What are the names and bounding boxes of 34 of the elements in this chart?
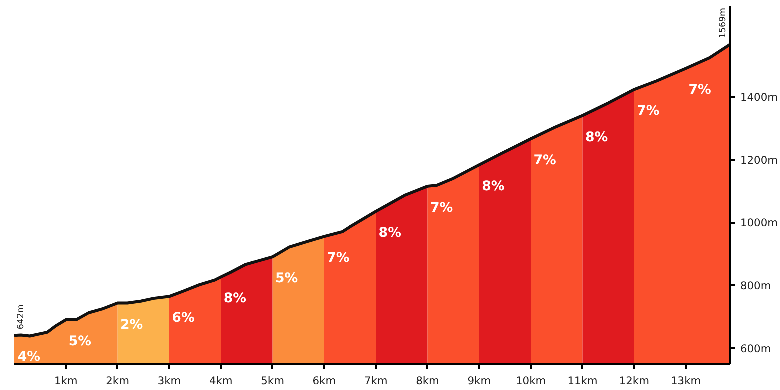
x-tick-label: 12km (619, 374, 650, 388)
y-tick-label: 1400m (740, 91, 778, 104)
x-tick-label: 2km (106, 374, 130, 388)
annotation: 7% (430, 200, 454, 216)
annotation: 2% (120, 318, 144, 333)
annotation: 7% (327, 251, 350, 266)
annotation: 5% (275, 272, 298, 287)
y-tick-label: 600m (740, 342, 772, 356)
y-tick-label: 1200m (740, 154, 778, 167)
x-tick-label: 3km (158, 374, 182, 388)
annotation: 7% (637, 104, 660, 120)
annotation: 1569m (718, 8, 728, 38)
annotation: 8% (482, 180, 505, 195)
annotation: 7% (534, 154, 556, 169)
annotation: 8% (585, 130, 608, 146)
x-tick-label: 6km (312, 374, 336, 388)
annotation: 5% (68, 334, 92, 350)
x-tick-label: 10km (516, 374, 546, 388)
y-tick-label: 1000m (740, 216, 778, 230)
annotation: 642m (16, 304, 26, 330)
x-tick-label: 5km (261, 374, 284, 388)
x-tick-label: 9km (468, 374, 492, 388)
x-tick-label: 4km (209, 374, 233, 388)
annotation: 4% (18, 350, 41, 365)
x-tick-label: 7km (364, 374, 388, 388)
x-tick-label: 11km (568, 374, 598, 388)
x-tick-label: 8km (416, 374, 440, 388)
annotation: 8% (224, 292, 246, 307)
annotation: 7% (688, 83, 712, 98)
annotation: 8% (378, 226, 402, 242)
y-tick-label: 800m (740, 279, 772, 292)
annotation: 6% (172, 311, 195, 326)
x-tick-label: 1km (54, 374, 78, 388)
x-tick-label: 13km (671, 374, 702, 388)
